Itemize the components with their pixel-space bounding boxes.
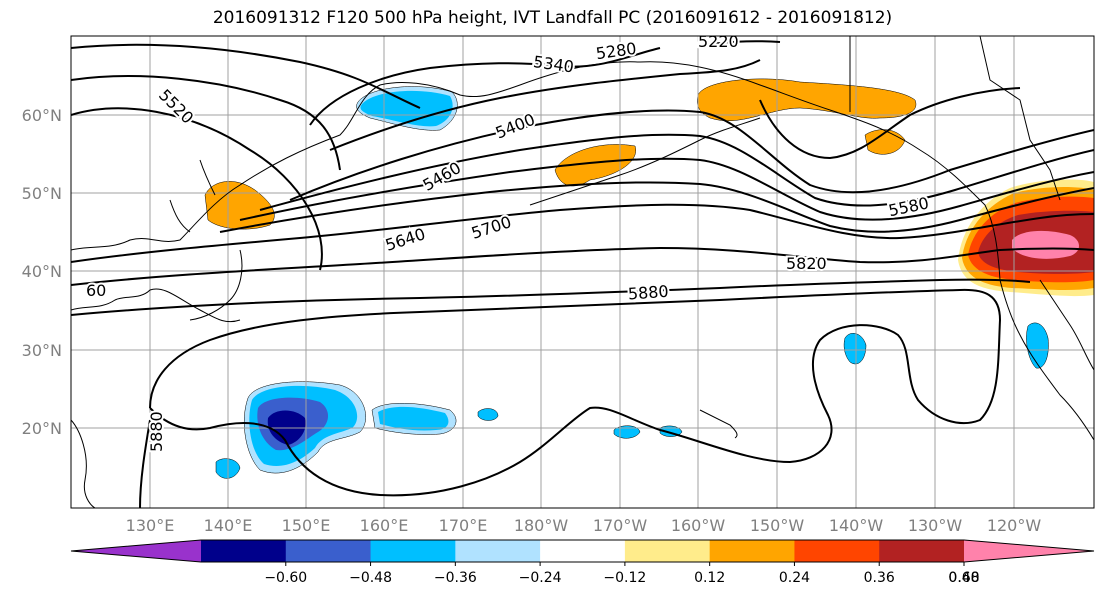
blue-shade: [477, 408, 499, 421]
colorbar-tick-label: 0.24: [779, 570, 810, 586]
colorbar-tick-label: 0.36: [864, 570, 895, 586]
colorbar-segment: [879, 540, 965, 562]
contour-label: 5880: [627, 282, 669, 304]
lat-labels: 60°N 50°N 40°N 30°N 20°N: [22, 106, 62, 438]
colorbar-tick-label: −0.12: [603, 570, 646, 586]
lat-label: 40°N: [22, 262, 62, 281]
colorbar-tick-label: 0.48: [948, 570, 979, 586]
contour-label: 5220: [698, 32, 739, 51]
pink-shade: [1012, 230, 1079, 259]
colorbar-tick-label: 0.60: [948, 570, 979, 586]
colorbar-segment: [285, 540, 372, 562]
colorbar-tick-label: −0.24: [519, 570, 562, 586]
lon-label: 130°W: [908, 516, 963, 535]
colorbar-tick-label: −0.48: [349, 570, 392, 586]
colorbar-segment: [624, 540, 711, 562]
lon-label: 170°E: [439, 516, 488, 535]
map-title: 2016091312 F120 500 hPa height, IVT Land…: [212, 8, 893, 28]
lon-label: 160°E: [360, 516, 409, 535]
lat-label: 60°N: [22, 106, 62, 125]
contour-label: 5880: [147, 411, 166, 452]
lat-label: 20°N: [22, 419, 62, 438]
lon-label: 140°E: [204, 516, 253, 535]
map-area: 5280 5220 5340 5520 5400 5460 5580 5640 …: [71, 32, 1094, 508]
colorbar-segment: [709, 540, 795, 562]
lon-label: 140°W: [829, 516, 884, 535]
contour-label: 60: [86, 281, 106, 300]
lat-label: 50°N: [22, 184, 62, 203]
lon-label: 170°W: [593, 516, 648, 535]
lon-labels: 130°E 140°E 150°E 160°E 170°E 180°W 170°…: [126, 516, 1042, 535]
height-contours: [71, 40, 1094, 508]
colorbar-segment: [370, 540, 456, 562]
lon-label: 150°E: [282, 516, 331, 535]
map-frame: [70, 35, 1095, 509]
contour-label: 5820: [786, 254, 827, 273]
blue-shade: [378, 406, 449, 431]
lon-label: 160°W: [671, 516, 726, 535]
lon-label: 130°E: [126, 516, 175, 535]
colorbar-tick-label: −0.36: [434, 570, 477, 586]
colorbar-segment: [794, 540, 880, 562]
lon-label: 180°W: [514, 516, 569, 535]
lat-label: 30°N: [22, 341, 62, 360]
colorbar-segment: [201, 540, 287, 562]
lon-label: 120°W: [987, 516, 1042, 535]
orange-shade: [697, 78, 917, 122]
colorbar-extend-max: [964, 540, 1094, 562]
colorbar-tick-label: 0.12: [694, 570, 725, 586]
colorbar-outline: [70, 539, 1095, 563]
colorbar-segment: [455, 540, 541, 562]
colorbar-segment: [540, 540, 626, 562]
colorbar-tick-label: −0.60: [264, 570, 307, 586]
lon-label: 150°W: [750, 516, 805, 535]
colorbar-extend-min: [71, 540, 201, 562]
colorbar: −0.60 −0.48 −0.36 −0.24 −0.12 0.12 0.24 0.36 0.4…: [70, 539, 1095, 586]
